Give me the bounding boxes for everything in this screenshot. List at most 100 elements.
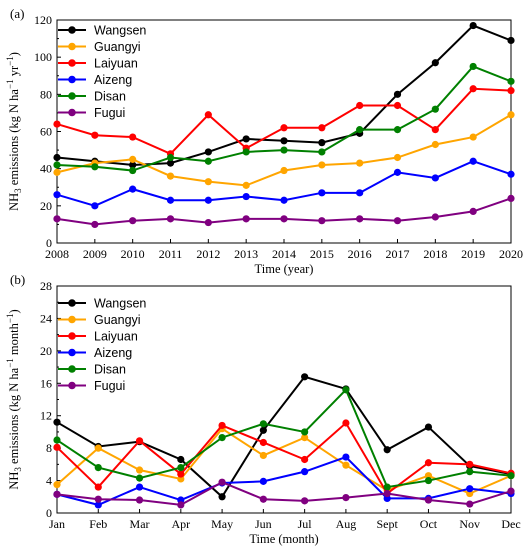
- data-point-aizeng: [301, 468, 309, 476]
- data-point-wangsen: [129, 161, 137, 169]
- data-point-laiyuan: [318, 124, 326, 132]
- y-tick-label: 28: [40, 279, 52, 293]
- data-point-disan: [507, 77, 515, 85]
- data-point-aizeng: [507, 170, 515, 178]
- y-tick-label: 120: [34, 13, 52, 27]
- data-point-disan: [301, 428, 309, 436]
- data-point-fugui: [393, 217, 402, 225]
- data-point-wangsen: [166, 159, 175, 167]
- data-point-fugui: [280, 215, 288, 223]
- data-point-laiyuan: [129, 133, 137, 141]
- data-point-guangyi: [280, 166, 288, 175]
- data-point-fugui: [318, 217, 326, 225]
- panel-label: (b): [10, 272, 25, 287]
- data-point-laiyuan: [94, 483, 102, 491]
- legend-marker: [68, 315, 76, 324]
- data-point-disan: [53, 436, 61, 444]
- data-point-laiyuan: [469, 85, 477, 93]
- series-line-aizeng: [56, 455, 512, 506]
- y-tick-label: 0: [46, 506, 52, 520]
- data-point-laiyuan: [466, 460, 474, 468]
- data-point-fugui: [218, 478, 226, 486]
- legend-marker: [68, 42, 76, 51]
- data-point-aizeng: [242, 192, 250, 201]
- data-point-laiyuan: [135, 437, 144, 445]
- x-tick-label: Nov: [459, 517, 480, 531]
- y-axis-label-part: −1: [5, 358, 15, 368]
- legend: Wangsen Guangyi Laiyuan Aizeng Disan Fugui: [58, 297, 146, 393]
- data-point-fugui: [94, 495, 102, 503]
- data-point-disan: [507, 472, 515, 480]
- legend-marker: [68, 92, 76, 100]
- panel-label: (a): [10, 6, 24, 21]
- data-point-wangsen: [177, 455, 185, 464]
- data-point-aizeng: [342, 453, 350, 461]
- data-point-wangsen: [469, 21, 477, 30]
- data-point-wangsen: [424, 423, 433, 431]
- series-fugui: [53, 478, 515, 509]
- y-axis-label: NH3 emissions (kg N ha−1 month−1): [5, 309, 23, 489]
- series-guangyi: [53, 111, 515, 189]
- data-point-fugui: [53, 215, 61, 223]
- data-point-wangsen: [507, 36, 515, 45]
- data-point-fugui: [424, 496, 433, 504]
- data-point-aizeng: [53, 191, 61, 199]
- series-laiyuan: [53, 419, 515, 498]
- data-point-disan: [393, 126, 402, 134]
- y-tick-label: 20: [40, 344, 52, 358]
- y-tick-label: 4: [46, 474, 52, 488]
- y-tick-label: 8: [46, 441, 52, 455]
- x-tick-label: 2018: [423, 247, 447, 261]
- data-point-aizeng: [318, 189, 326, 197]
- data-point-guangyi: [135, 466, 144, 474]
- data-point-disan: [242, 148, 250, 156]
- y-axis-label-part: emissions (kg N ha: [7, 367, 21, 467]
- x-tick-label: Jan: [49, 517, 65, 531]
- series-line-disan: [56, 388, 512, 489]
- legend-entry: Laiyuan: [94, 57, 138, 71]
- data-point-guangyi: [94, 444, 102, 452]
- data-point-fugui: [356, 215, 364, 223]
- data-point-aizeng: [356, 189, 364, 197]
- series-aizeng: [53, 157, 515, 210]
- data-point-disan: [129, 166, 137, 175]
- data-point-laiyuan: [301, 455, 309, 464]
- data-point-wangsen: [259, 426, 267, 434]
- y-tick-label: 12: [40, 409, 52, 423]
- x-tick-label: 2011: [159, 247, 183, 261]
- data-point-guangyi: [242, 181, 250, 189]
- data-point-laiyuan: [91, 131, 99, 139]
- data-point-fugui: [431, 213, 439, 221]
- y-axis-label-part: NH: [7, 193, 21, 211]
- y-axis-label-part: ): [7, 309, 21, 313]
- data-point-fugui: [466, 500, 474, 508]
- data-point-fugui: [469, 207, 477, 216]
- legend-marker: [68, 365, 76, 373]
- data-point-aizeng: [431, 174, 439, 182]
- data-point-guangyi: [342, 461, 350, 469]
- series-line-laiyuan: [56, 421, 512, 496]
- x-tick-label: 2020: [499, 247, 523, 261]
- y-tick-label: 16: [40, 376, 52, 390]
- data-point-wangsen: [204, 148, 212, 156]
- data-point-laiyuan: [507, 87, 515, 95]
- data-point-aizeng: [204, 196, 212, 204]
- data-point-disan: [204, 157, 212, 165]
- legend-marker: [68, 332, 76, 340]
- x-tick-label: Dec: [501, 517, 520, 531]
- data-point-aizeng: [94, 501, 102, 509]
- x-tick-label: 2014: [272, 247, 296, 261]
- data-point-disan: [280, 146, 288, 154]
- data-point-aizeng: [91, 202, 99, 210]
- x-tick-label: 2019: [461, 247, 485, 261]
- data-point-disan: [91, 163, 99, 171]
- data-point-wangsen: [218, 493, 226, 501]
- legend: Wangsen Guangyi Laiyuan Aizeng Disan Fugui: [58, 24, 146, 120]
- data-point-guangyi: [431, 140, 439, 149]
- data-point-fugui: [242, 215, 250, 223]
- data-point-laiyuan: [280, 124, 288, 132]
- y-tick-label: 100: [34, 50, 52, 64]
- data-point-disan: [177, 464, 185, 472]
- data-point-fugui: [177, 501, 185, 509]
- series-line-fugui: [56, 481, 512, 506]
